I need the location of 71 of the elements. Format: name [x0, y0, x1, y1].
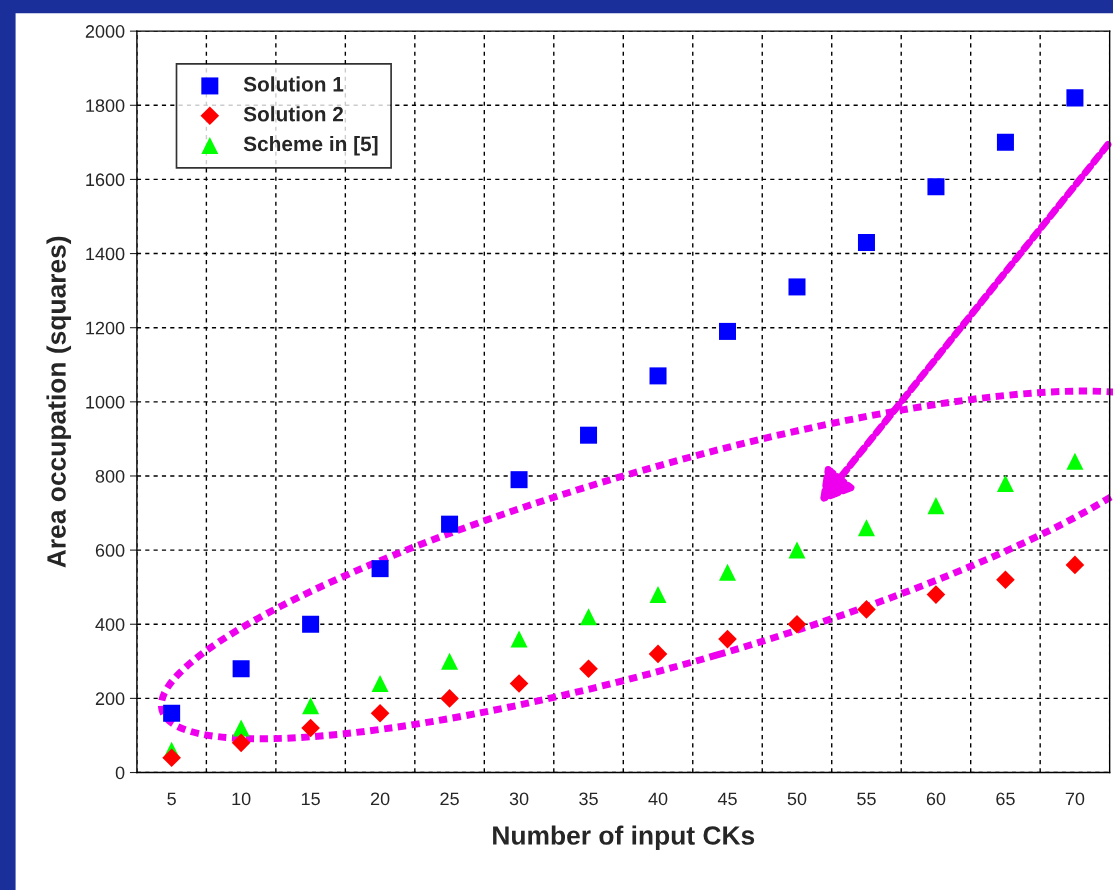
x-tick-label: 10 [232, 792, 251, 806]
x-tick-label: 65 [996, 792, 1015, 806]
point [857, 519, 875, 537]
x-tick-label: 70 [1065, 792, 1085, 806]
point [510, 630, 528, 648]
point [857, 233, 875, 251]
point [1066, 452, 1084, 470]
legend-label: Solution 2 [243, 106, 344, 122]
x-tick-label: 35 [579, 792, 598, 806]
y-axis-title: Area occupation (squares) [46, 236, 72, 568]
x-tick-label: 55 [857, 792, 876, 806]
y-tick-label: 1200 [86, 321, 125, 335]
y-tick-label: 800 [95, 469, 125, 483]
x-tick-label: 15 [301, 792, 320, 806]
legend-label: Scheme in [5] [243, 135, 378, 156]
point [509, 674, 529, 693]
y-tick-label: 200 [95, 692, 125, 706]
point [580, 426, 598, 444]
point [371, 675, 389, 693]
point [996, 570, 1015, 590]
x-tick-label: 25 [440, 792, 459, 806]
point [371, 560, 389, 578]
y-tick-label: 600 [95, 544, 125, 557]
point [648, 644, 668, 664]
y-tick-label: 1600 [86, 173, 125, 187]
y-tick-label: 1800 [86, 99, 125, 113]
legend-label: Solution 1 [243, 76, 344, 92]
point [580, 608, 598, 626]
point [579, 659, 598, 679]
point [927, 497, 945, 515]
point [440, 689, 459, 708]
point [1065, 555, 1085, 575]
point [649, 367, 667, 385]
point [232, 719, 250, 737]
x-tick-label: 60 [926, 792, 946, 806]
point [302, 697, 320, 715]
x-tick-label: 40 [648, 792, 668, 806]
point [441, 652, 459, 670]
point [510, 471, 528, 489]
point [787, 614, 807, 634]
y-tick-label: 0 [115, 766, 125, 780]
x-tick-label: 20 [370, 792, 390, 806]
point [162, 748, 181, 768]
point [370, 703, 390, 723]
point [996, 474, 1014, 492]
point [719, 563, 737, 581]
point [927, 178, 945, 196]
y-tick-label: 2000 [85, 25, 125, 38]
point [302, 615, 320, 633]
point [441, 515, 459, 533]
point [788, 278, 806, 296]
x-tick-label: 5 [167, 792, 176, 806]
point [719, 322, 737, 340]
y-tick-label: 1000 [86, 395, 125, 409]
x-tick-label: 30 [509, 792, 529, 806]
point [1066, 89, 1084, 107]
point [649, 586, 667, 604]
point [788, 541, 806, 559]
point [996, 133, 1014, 151]
x-tick-label: 45 [717, 792, 737, 806]
point [718, 629, 737, 649]
y-tick-label: 400 [95, 618, 125, 631]
x-axis-title: Number of input CKs [493, 825, 755, 851]
point [163, 704, 181, 722]
x-tick-label: 50 [787, 792, 807, 806]
point [926, 585, 946, 604]
point [857, 600, 876, 619]
point [232, 660, 250, 678]
point [231, 733, 251, 753]
point [301, 718, 320, 738]
y-tick-label: 1400 [86, 247, 125, 261]
